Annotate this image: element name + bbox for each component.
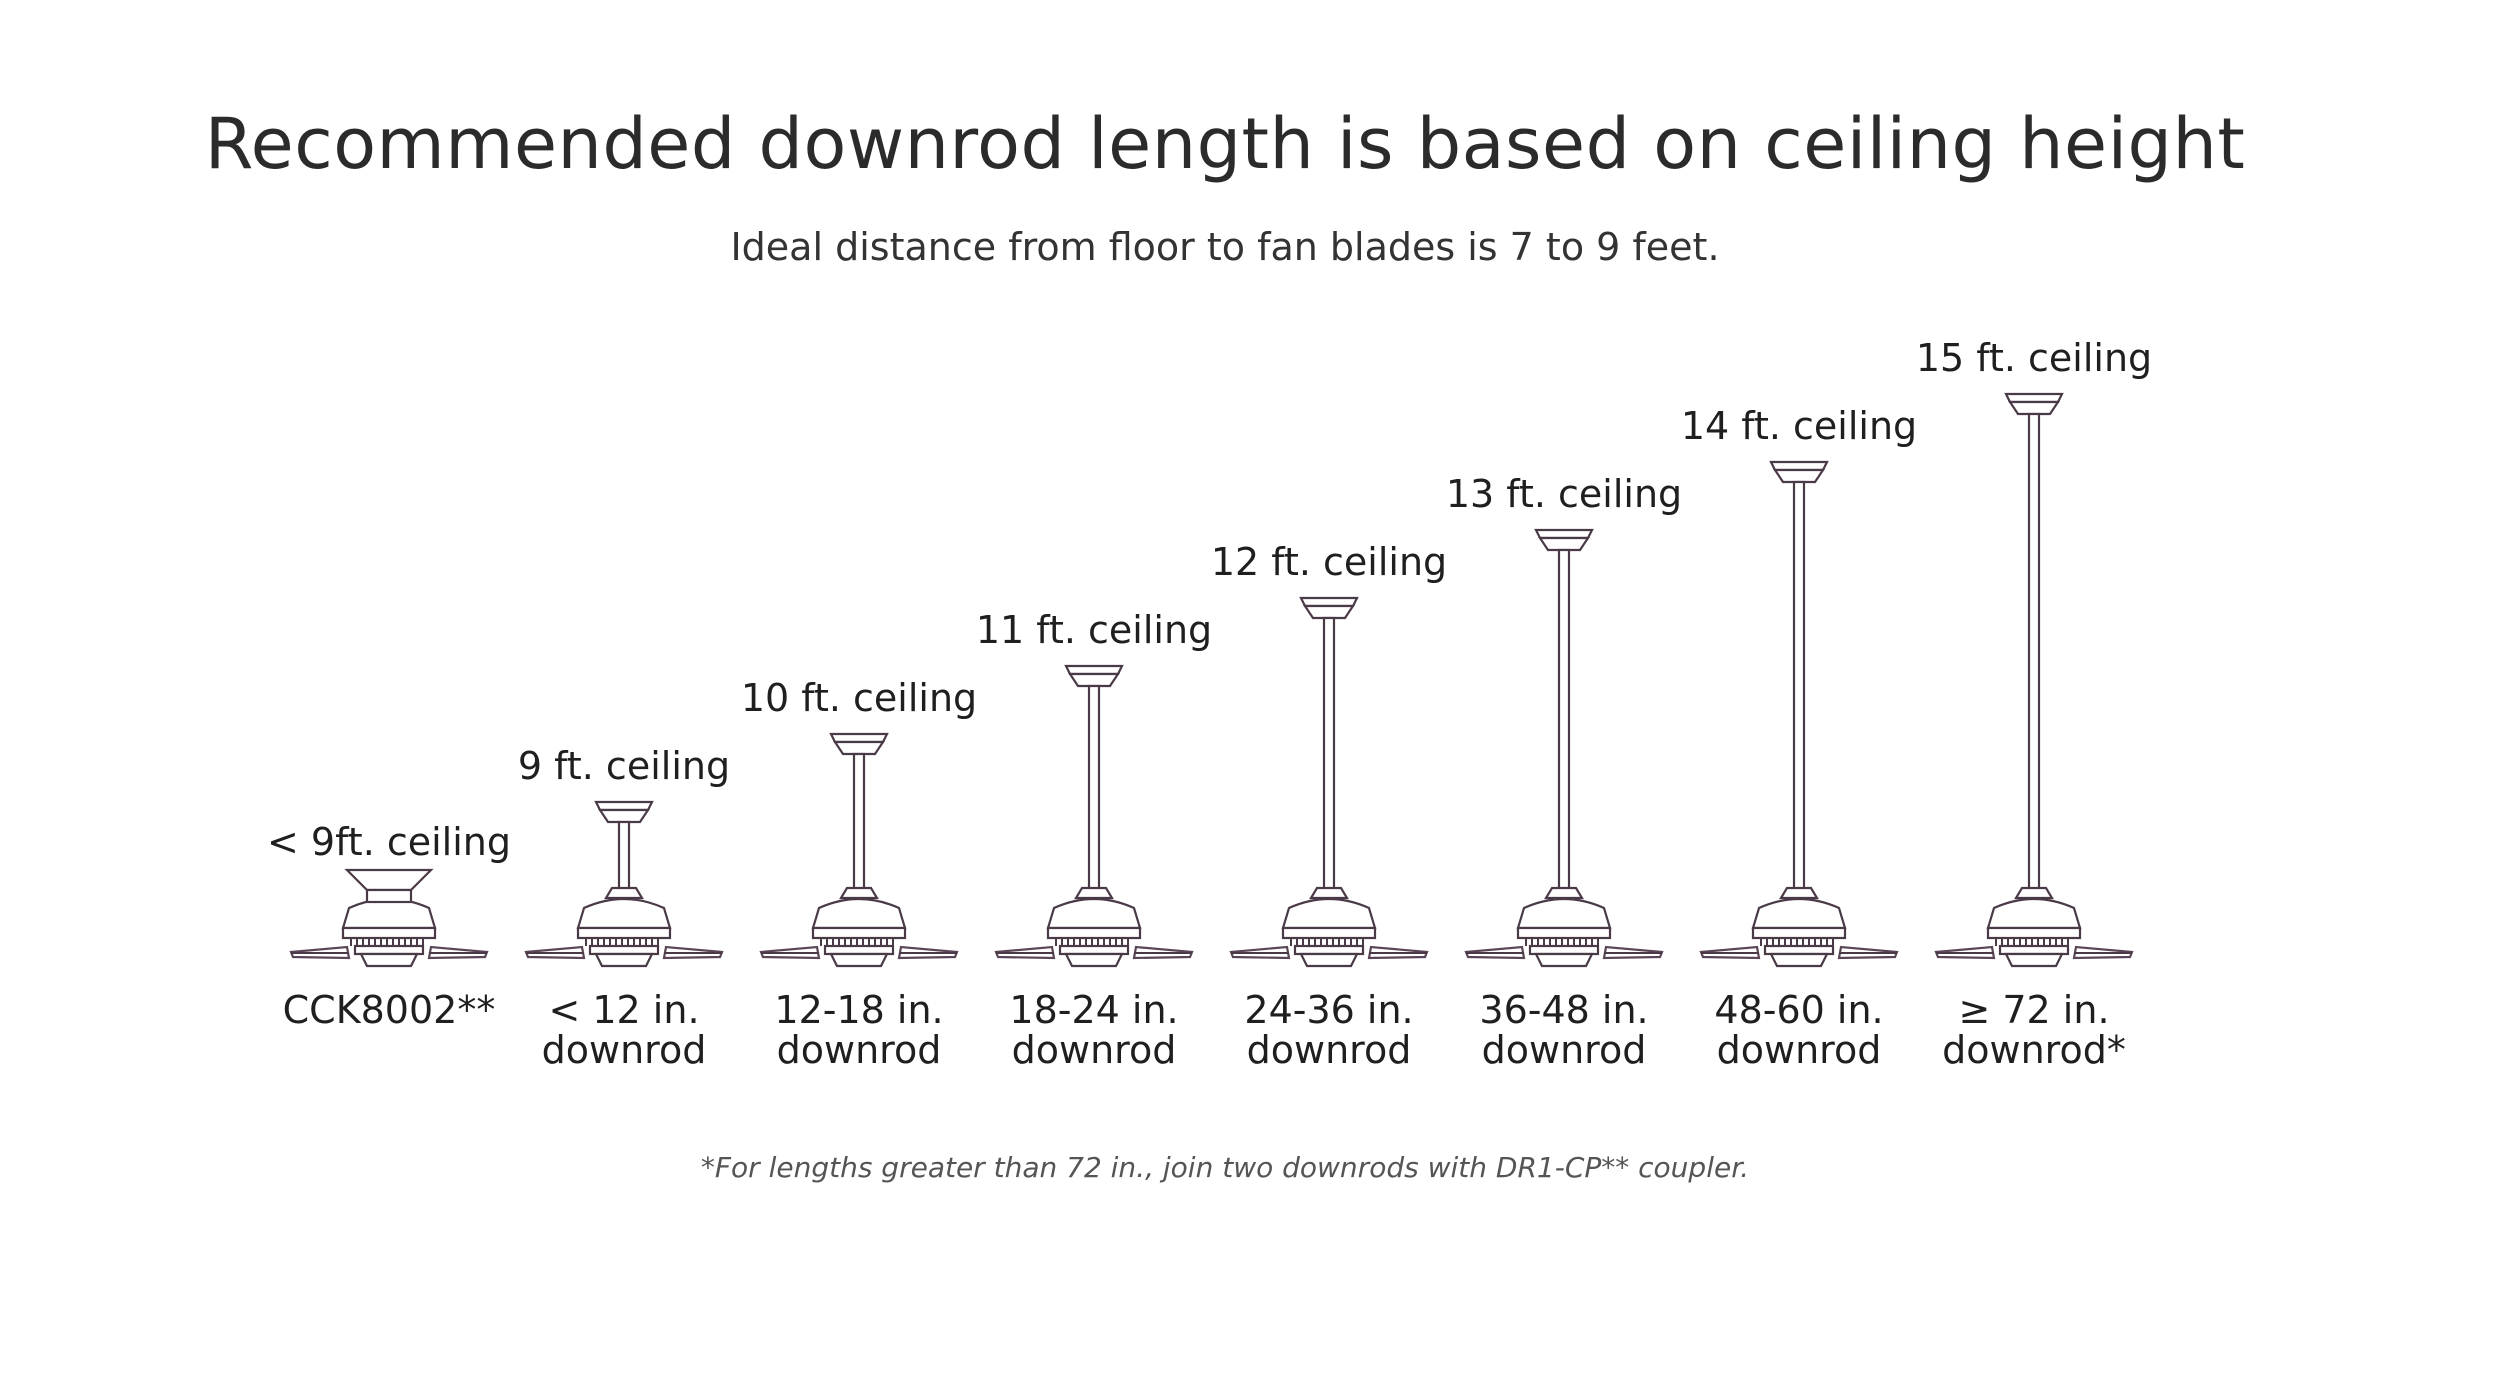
downrod-length: 48-60 in. (1714, 988, 1884, 1032)
downrod-length: ≥ 72 in. (1958, 988, 2110, 1032)
page-subtitle: Ideal distance from floor to fan blades … (730, 225, 1720, 269)
downrod-length-label: 12-18 in. downrod (699, 990, 1019, 1070)
ceiling-fan-icon (994, 664, 1194, 968)
downrod-word: downrod (1716, 1028, 1882, 1072)
ceiling-height-label: 15 ft. ceiling (1915, 336, 2153, 380)
ceiling-height-label: 13 ft. ceiling (1445, 472, 1683, 516)
ceiling-height-label: < 9ft. ceiling (266, 820, 511, 864)
downrod-length-label: CCK8002** (229, 990, 549, 1030)
ceiling-fan-icon (524, 800, 724, 968)
downrod-word: downrod (1011, 1028, 1177, 1072)
downrod-length-label: 36-48 in. downrod (1404, 990, 1724, 1070)
ceiling-height-label: 9 ft. ceiling (517, 744, 731, 788)
downrod-word: downrod (541, 1028, 707, 1072)
downrod-length-label: 48-60 in. downrod (1639, 990, 1959, 1070)
downrod-word: downrod (1481, 1028, 1647, 1072)
ceiling-height-label: 10 ft. ceiling (740, 676, 978, 720)
downrod-length: 18-24 in. (1009, 988, 1179, 1032)
footnote: *For lengths greater than 72 in., join t… (700, 1151, 1750, 1184)
downrod-length-label: 18-24 in. downrod (934, 990, 1254, 1070)
downrod-length: 12-18 in. (774, 988, 944, 1032)
downrod-length: 36-48 in. (1479, 988, 1649, 1032)
ceiling-height-label: 12 ft. ceiling (1210, 540, 1448, 584)
ceiling-fan-icon (1464, 528, 1664, 968)
downrod-length: 24-36 in. (1244, 988, 1414, 1032)
ceiling-height-label: 11 ft. ceiling (975, 608, 1213, 652)
ceiling-fan-icon (1699, 460, 1899, 968)
ceiling-fan-icon (289, 868, 489, 968)
downrod-length-label: ≥ 72 in. downrod* (1874, 990, 2194, 1070)
ceiling-fan-icon (1934, 392, 2134, 968)
downrod-word: downrod* (1942, 1028, 2126, 1072)
downrod-word: downrod (776, 1028, 942, 1072)
downrod-length-label: 24-36 in. downrod (1169, 990, 1489, 1070)
page-title: Recommended downrod length is based on c… (204, 103, 2246, 185)
downrod-length: < 12 in. (548, 988, 700, 1032)
ceiling-fan-icon (759, 732, 959, 968)
downrod-word: downrod (1246, 1028, 1412, 1072)
ceiling-height-label: 14 ft. ceiling (1680, 404, 1918, 448)
downrod-length-label: < 12 in. downrod (464, 990, 784, 1070)
downrod-length: CCK8002** (282, 988, 496, 1032)
ceiling-fan-icon (1229, 596, 1429, 968)
